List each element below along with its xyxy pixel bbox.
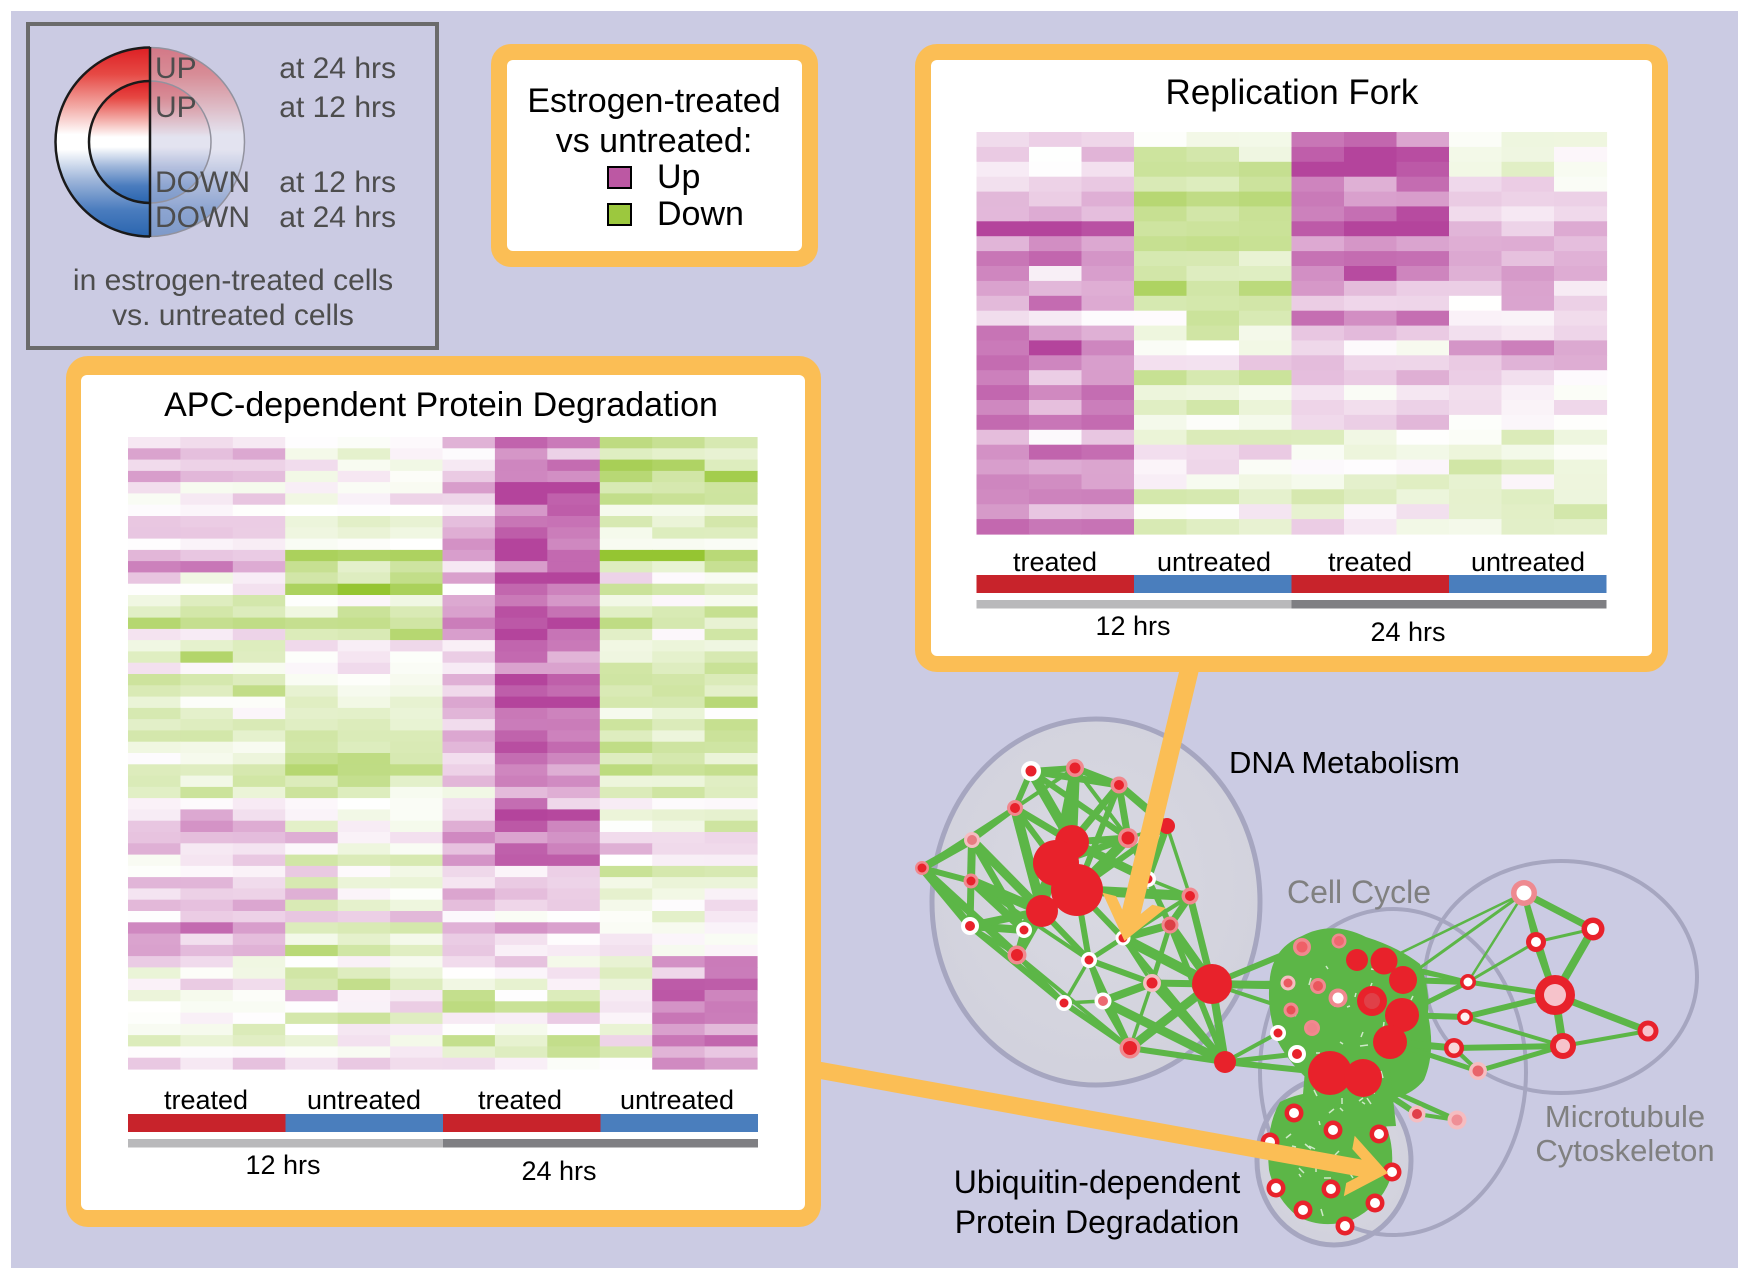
svg-text:Down: Down <box>657 195 744 233</box>
svg-text:Replication Fork: Replication Fork <box>1166 73 1419 112</box>
svg-text:untreated: untreated <box>1157 547 1271 577</box>
svg-text:treated: treated <box>1328 547 1412 577</box>
svg-text:Ubiquitin-dependent: Ubiquitin-dependent <box>954 1164 1241 1200</box>
svg-text:in estrogen-treated cells: in estrogen-treated cells <box>73 264 393 297</box>
svg-text:treated: treated <box>478 1085 562 1115</box>
svg-text:at 12 hrs: at 12 hrs <box>279 91 396 124</box>
svg-text:vs. untreated cells: vs. untreated cells <box>112 299 354 332</box>
svg-text:vs untreated:: vs untreated: <box>556 122 753 160</box>
svg-text:Microtubule: Microtubule <box>1545 1099 1705 1134</box>
svg-text:untreated: untreated <box>620 1085 734 1115</box>
svg-text:treated: treated <box>164 1085 248 1115</box>
svg-text:Cytoskeleton: Cytoskeleton <box>1535 1133 1714 1168</box>
svg-text:Protein Degradation: Protein Degradation <box>955 1204 1240 1240</box>
svg-text:UP: UP <box>155 52 197 85</box>
svg-text:12 hrs: 12 hrs <box>245 1150 320 1180</box>
svg-text:12 hrs: 12 hrs <box>1095 611 1170 641</box>
svg-text:treated: treated <box>1013 547 1097 577</box>
svg-text:24 hrs: 24 hrs <box>1370 617 1445 647</box>
svg-text:untreated: untreated <box>1471 547 1585 577</box>
svg-text:at 24 hrs: at 24 hrs <box>279 52 396 85</box>
svg-text:at 24 hrs: at 24 hrs <box>279 201 396 234</box>
svg-text:Estrogen-treated: Estrogen-treated <box>527 82 780 120</box>
svg-text:DOWN: DOWN <box>155 166 250 199</box>
svg-text:DNA Metabolism: DNA Metabolism <box>1229 745 1460 780</box>
svg-text:UP: UP <box>155 91 197 124</box>
svg-text:at 12 hrs: at 12 hrs <box>279 166 396 199</box>
svg-text:Up: Up <box>657 158 700 196</box>
svg-text:APC-dependent Protein Degradat: APC-dependent Protein Degradation <box>164 386 718 424</box>
svg-text:DOWN: DOWN <box>155 201 250 234</box>
svg-text:Cell Cycle: Cell Cycle <box>1287 874 1431 910</box>
svg-text:untreated: untreated <box>307 1085 421 1115</box>
svg-text:24 hrs: 24 hrs <box>521 1156 596 1186</box>
